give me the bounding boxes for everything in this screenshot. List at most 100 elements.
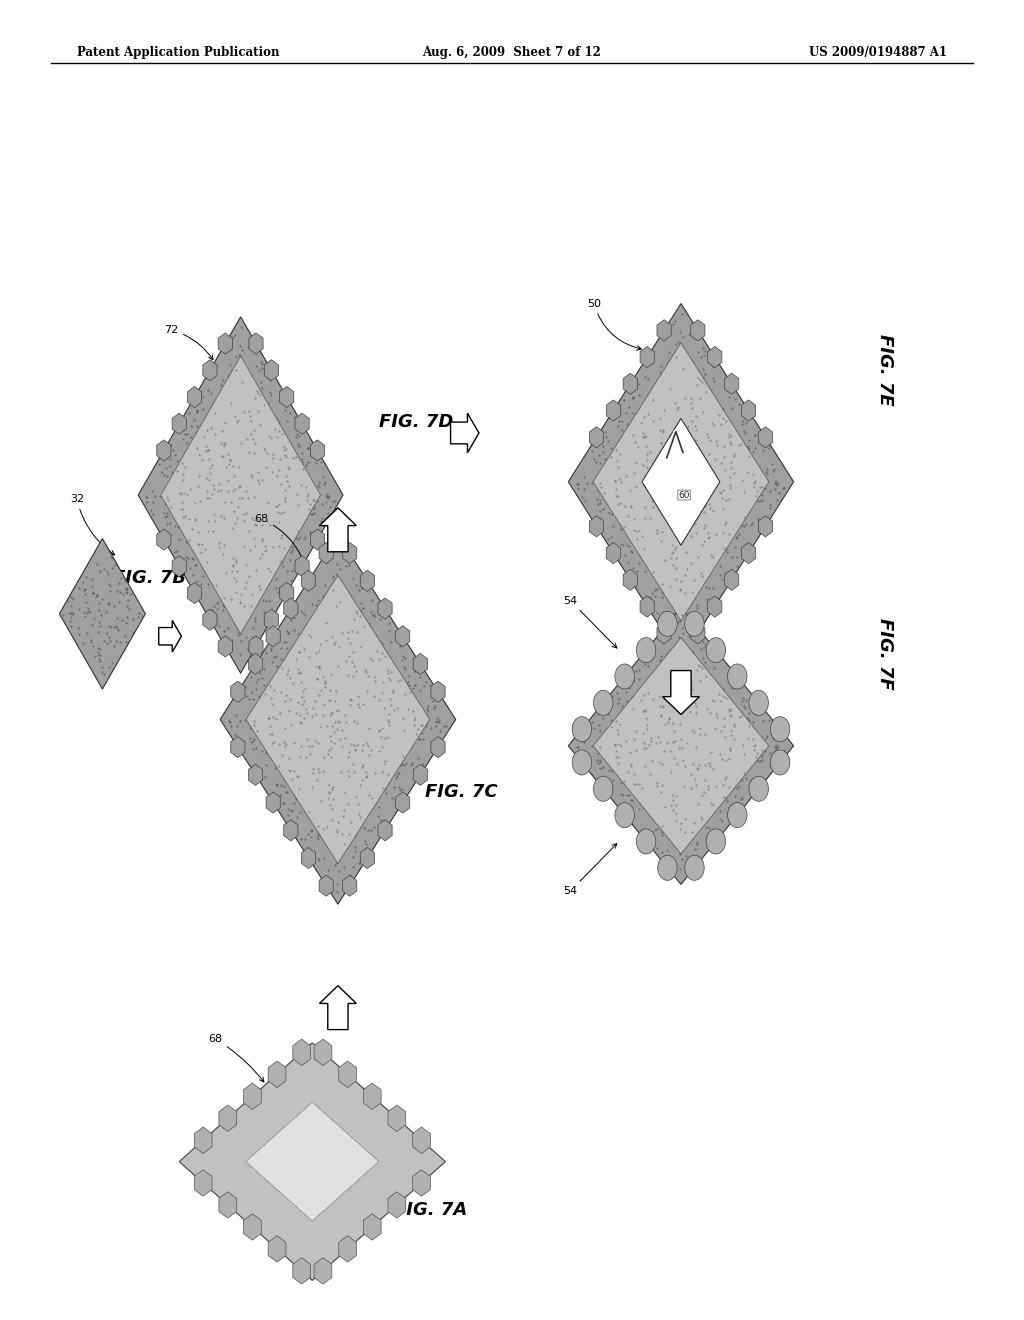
Point (666, 721, 682, 742)
Point (639, 396, 655, 417)
Point (684, 678, 700, 700)
Point (635, 463, 651, 484)
Point (272, 702, 289, 723)
Point (294, 442, 310, 463)
Point (610, 487, 627, 508)
Point (204, 523, 220, 544)
Point (291, 436, 307, 457)
Point (377, 751, 393, 772)
Point (621, 535, 637, 556)
Point (674, 566, 690, 587)
Point (666, 656, 682, 677)
Point (202, 457, 218, 478)
Point (329, 722, 345, 743)
Point (119, 606, 135, 627)
Point (117, 626, 133, 647)
Point (722, 744, 738, 766)
Point (641, 825, 657, 846)
Point (322, 781, 338, 803)
Point (411, 729, 427, 750)
Polygon shape (691, 623, 705, 644)
Point (265, 447, 282, 469)
Point (382, 750, 398, 771)
Point (263, 424, 280, 445)
Polygon shape (172, 413, 186, 434)
Point (670, 677, 686, 698)
Point (403, 706, 420, 727)
Point (639, 422, 655, 444)
Point (752, 470, 768, 491)
Point (694, 372, 711, 393)
Point (273, 739, 290, 760)
Point (198, 471, 214, 492)
Point (665, 467, 681, 488)
Point (250, 401, 266, 422)
Point (626, 463, 642, 484)
Point (711, 515, 727, 536)
Point (662, 510, 678, 531)
Point (746, 425, 763, 446)
Point (199, 545, 215, 566)
Polygon shape (244, 1082, 261, 1109)
Point (753, 771, 769, 792)
Point (372, 719, 388, 741)
Point (395, 729, 412, 750)
Text: FIG. 7E: FIG. 7E (876, 334, 894, 405)
Point (612, 492, 629, 513)
Polygon shape (606, 400, 621, 421)
Point (269, 477, 286, 498)
Point (200, 520, 216, 541)
Point (725, 713, 741, 734)
Point (420, 701, 436, 722)
Point (765, 461, 781, 482)
Point (218, 440, 234, 461)
Point (397, 682, 414, 704)
Point (292, 663, 308, 684)
Point (671, 331, 687, 352)
Point (349, 755, 366, 776)
Point (232, 475, 249, 496)
Point (709, 436, 725, 457)
Point (345, 642, 361, 663)
Point (322, 545, 338, 566)
Point (638, 413, 654, 434)
Point (715, 523, 731, 544)
Point (617, 792, 634, 813)
Point (330, 700, 346, 721)
Point (649, 441, 666, 462)
Point (218, 437, 234, 458)
Point (685, 517, 701, 539)
Point (633, 478, 649, 499)
Point (706, 414, 722, 436)
Point (708, 797, 724, 818)
Point (634, 771, 650, 792)
Point (602, 709, 618, 730)
Polygon shape (624, 569, 637, 590)
Point (369, 764, 385, 785)
Point (307, 453, 324, 474)
Point (243, 635, 259, 656)
Point (159, 486, 175, 507)
Point (329, 821, 345, 842)
Point (381, 620, 397, 642)
Point (624, 409, 640, 430)
Point (210, 540, 226, 561)
Point (250, 462, 266, 483)
Polygon shape (431, 681, 445, 702)
Point (389, 706, 406, 727)
Point (627, 413, 643, 434)
Point (574, 747, 591, 768)
Point (362, 739, 379, 760)
Point (88, 583, 104, 605)
Point (274, 739, 291, 760)
Point (752, 491, 768, 512)
Point (144, 491, 161, 512)
Point (227, 393, 244, 414)
Point (92, 615, 109, 636)
Point (672, 744, 688, 766)
Point (334, 735, 350, 756)
Point (658, 479, 675, 500)
Point (381, 715, 397, 737)
Point (701, 702, 718, 723)
Point (219, 546, 236, 568)
